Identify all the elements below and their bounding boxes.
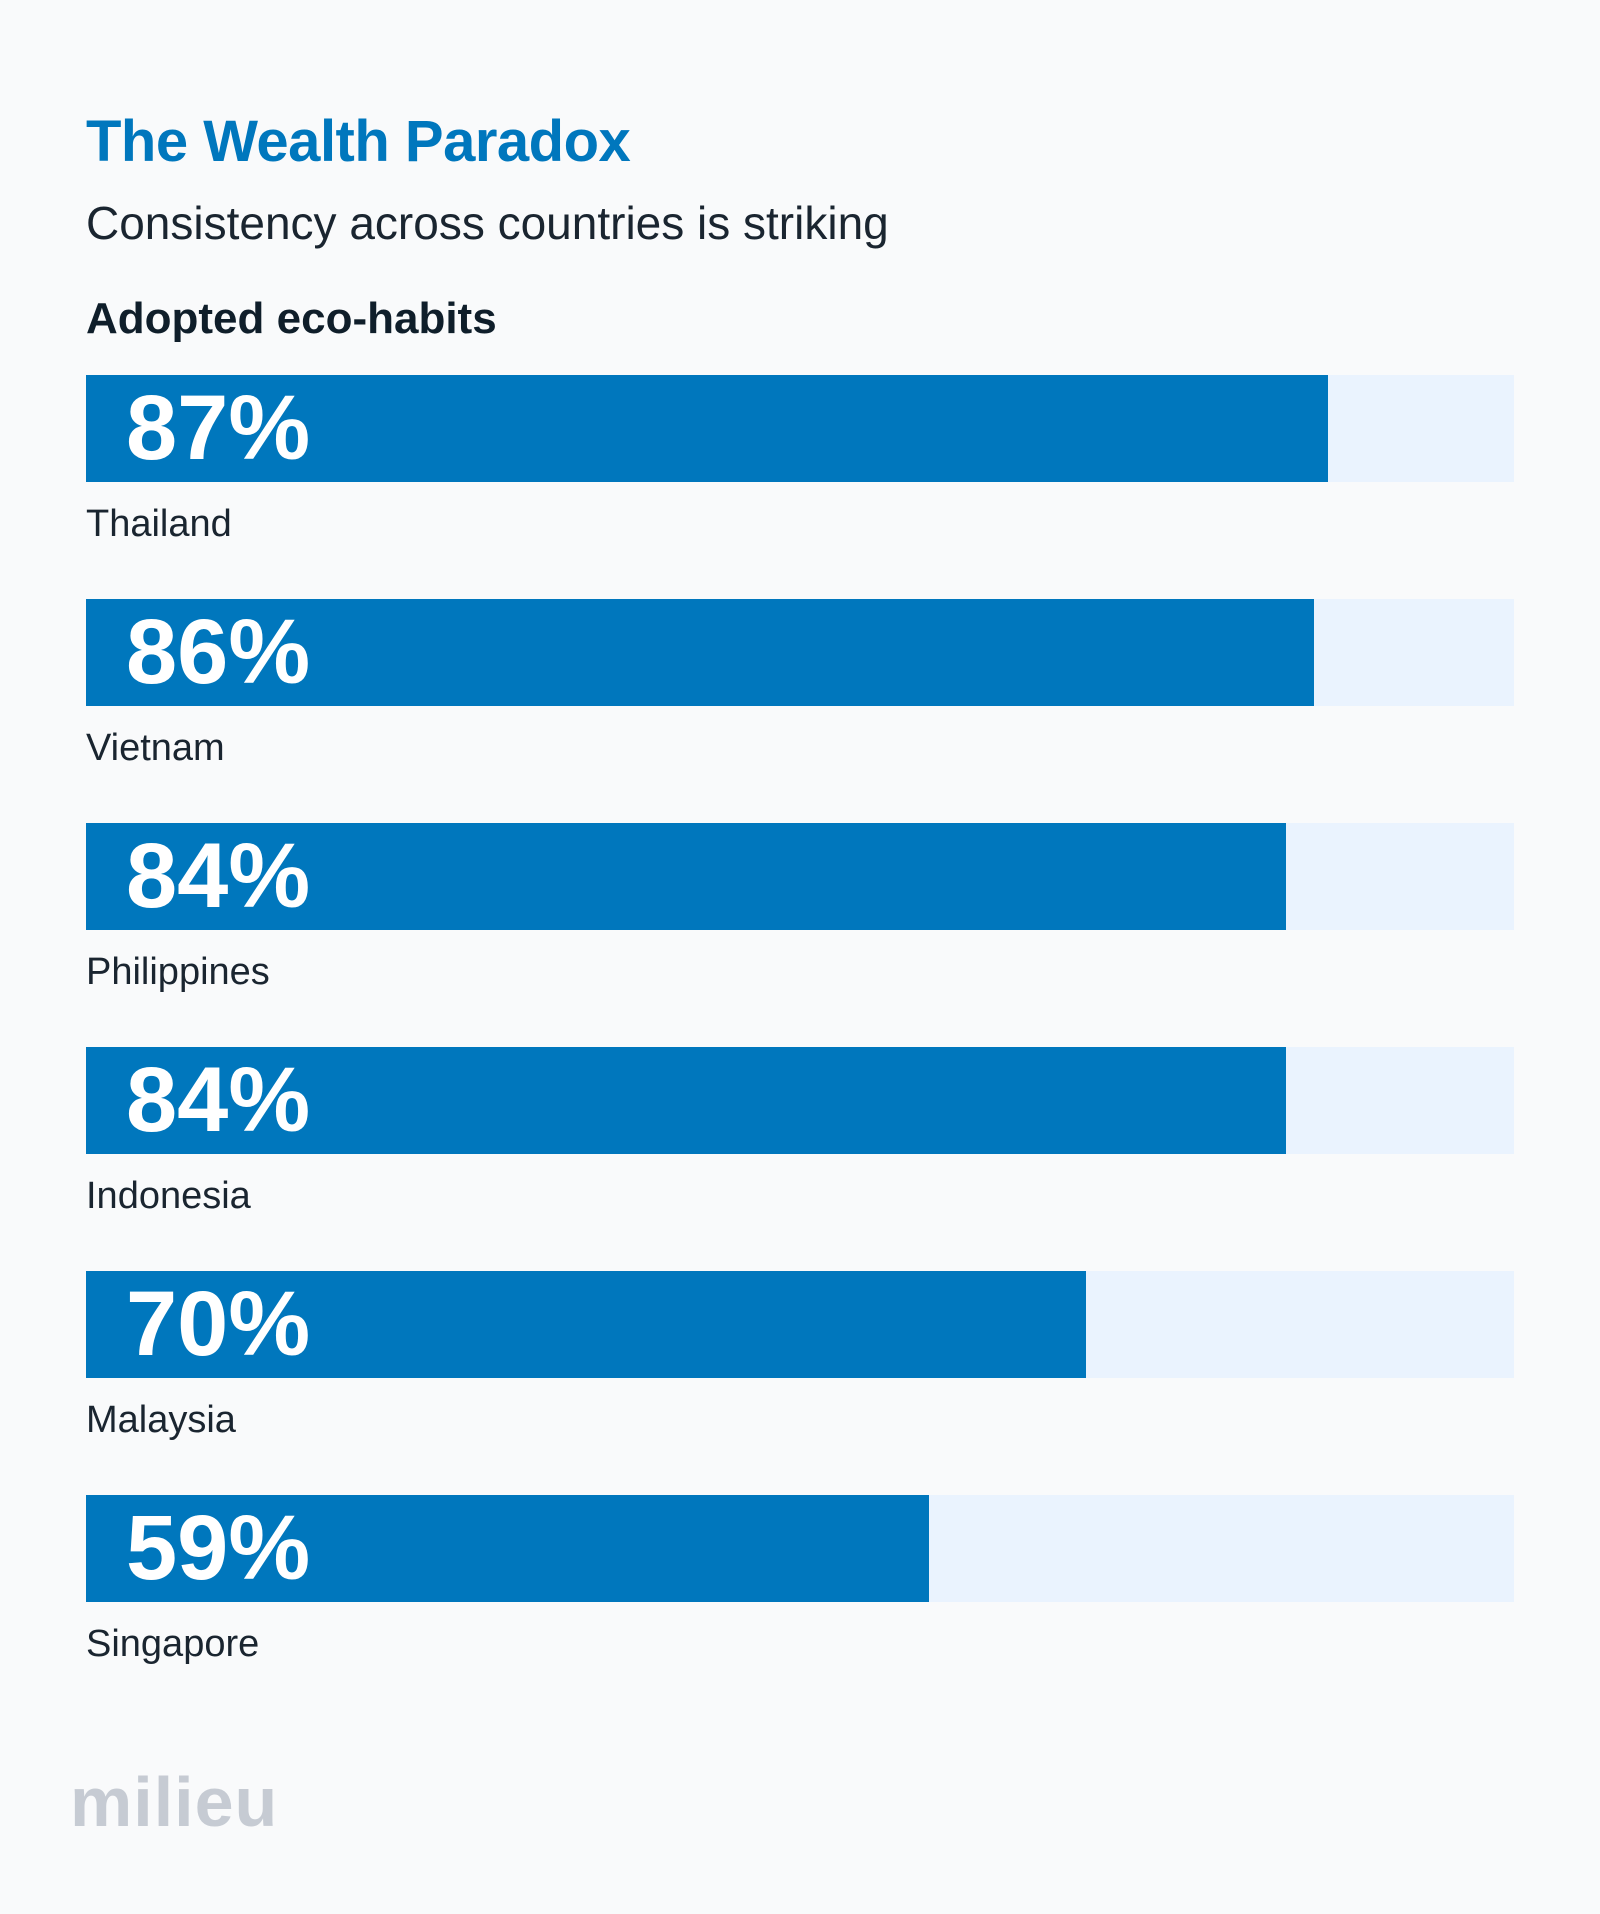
bar-value-label: 84% (126, 825, 311, 927)
category-label: Malaysia (86, 1399, 236, 1441)
category-label: Vietnam (86, 727, 225, 769)
category-label: Philippines (86, 951, 270, 993)
category-label: Indonesia (86, 1175, 251, 1217)
milieu-logo: milieu (70, 1763, 279, 1841)
bar (86, 1271, 1086, 1378)
bar (86, 599, 1314, 706)
chart-label: Adopted eco-habits (86, 294, 497, 343)
bar (86, 375, 1328, 482)
bar (86, 823, 1286, 930)
bar-value-label: 59% (126, 1497, 311, 1599)
bar (86, 1047, 1286, 1154)
bar (86, 1495, 929, 1602)
category-label: Thailand (86, 503, 232, 545)
category-label: Singapore (86, 1623, 260, 1665)
bar-value-label: 86% (126, 601, 311, 703)
bar-value-label: 84% (126, 1049, 311, 1151)
bar-value-label: 87% (126, 377, 311, 479)
bar-value-label: 70% (126, 1273, 311, 1375)
page-title: The Wealth Paradox (86, 109, 631, 174)
page-subtitle: Consistency across countries is striking (86, 197, 889, 249)
